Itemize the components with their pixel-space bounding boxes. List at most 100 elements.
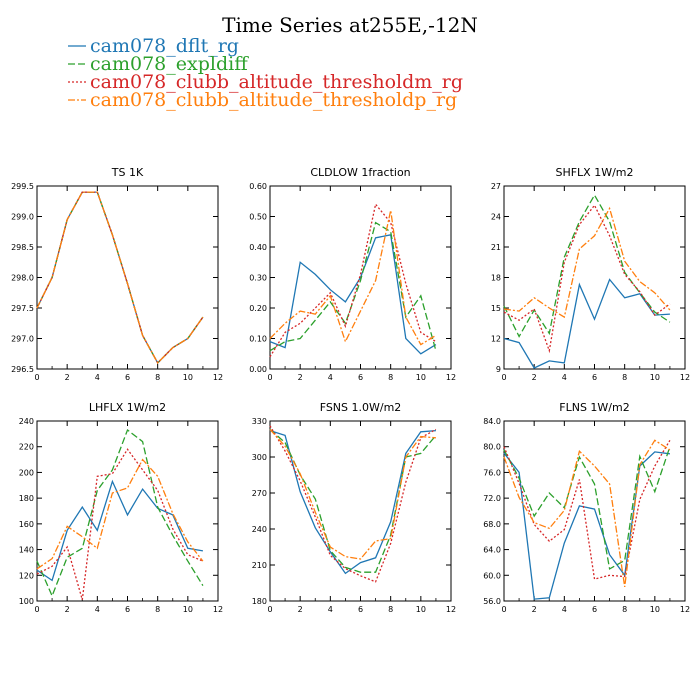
y-tick-label: 0.50 (249, 213, 267, 222)
series-line (269, 428, 437, 573)
series-line (503, 193, 671, 338)
chart-panel: FLNS 1W/m2 0 2 4 6 8 10 12 56.0 60.0 64.0 68.0 72.0 7… (483, 401, 690, 614)
y-tick-label: 298.0 (11, 274, 34, 283)
series-line (36, 191, 204, 364)
panel-title: CLDLOW 1fraction (310, 166, 410, 179)
panel-title: SHFLX 1W/m2 (555, 166, 633, 179)
y-tick-label: 18 (491, 274, 501, 283)
x-tick-label: 0 (501, 373, 506, 382)
series-line (503, 439, 671, 587)
x-tick-label: 0 (267, 605, 272, 614)
y-tick-label: 200 (19, 468, 34, 477)
x-tick-label: 12 (446, 373, 456, 382)
y-tick-label: 180 (19, 494, 34, 503)
y-tick-label: 0.60 (249, 182, 267, 191)
legend-label: cam078_expldiff (90, 53, 249, 75)
x-tick-label: 12 (680, 373, 690, 382)
x-tick-label: 4 (328, 373, 333, 382)
y-tick-label: 0.40 (249, 243, 267, 252)
x-tick-label: 8 (388, 373, 393, 382)
y-tick-label: 0.10 (249, 335, 267, 344)
y-tick-label: 220 (19, 443, 34, 452)
y-tick-label: 0.30 (249, 274, 267, 283)
y-tick-label: 84.0 (483, 417, 501, 426)
y-tick-label: 296.5 (11, 365, 34, 374)
x-tick-label: 10 (183, 373, 193, 382)
legend: cam078_dflt_rgcam078_expldiffcam078_club… (68, 35, 463, 111)
y-tick-label: 68.0 (483, 520, 501, 529)
x-tick-label: 8 (622, 373, 627, 382)
series-line (503, 446, 671, 570)
series-line (269, 234, 437, 355)
y-tick-label: 72.0 (483, 494, 501, 503)
plot-frame (269, 420, 452, 602)
x-tick-label: 6 (592, 373, 597, 382)
series-line (503, 204, 671, 354)
panel-title: FLNS 1W/m2 (559, 401, 629, 414)
y-tick-label: 27 (491, 182, 501, 191)
panel-title: TS 1K (111, 166, 144, 179)
series-line (269, 210, 437, 346)
legend-label: cam078_dflt_rg (90, 35, 239, 57)
legend-label: cam078_clubb_altitude_thresholdm_rg (90, 71, 463, 93)
y-tick-label: 56.0 (483, 597, 501, 606)
series-line (36, 191, 204, 364)
x-tick-label: 6 (592, 605, 597, 614)
x-tick-label: 2 (65, 373, 70, 382)
y-tick-label: 140 (19, 546, 34, 555)
series-line (36, 479, 204, 582)
x-tick-label: 8 (622, 605, 627, 614)
series-line (36, 191, 204, 364)
chart-panels: TS 1K0 2 4 6 8 10 12296.5297.0297.5298.0298.52… (11, 166, 690, 614)
x-tick-label: 4 (562, 373, 567, 382)
plot-frame (503, 185, 686, 370)
y-tick-label: 76.0 (483, 468, 501, 477)
y-tick-label: 160 (19, 520, 34, 529)
series-line (269, 202, 437, 358)
series-line (269, 221, 437, 352)
x-tick-label: 2 (65, 605, 70, 614)
x-tick-label: 0 (34, 605, 39, 614)
x-tick-label: 4 (95, 605, 100, 614)
chart-panel: LHFLX 1W/m2 0 2 4 6 8 10 12 100 120 140 160 180 200 22… (19, 401, 223, 614)
x-tick-label: 6 (125, 373, 130, 382)
x-tick-label: 0 (34, 373, 39, 382)
x-tick-label: 2 (532, 373, 537, 382)
y-tick-label: 210 (252, 561, 267, 570)
panel-title: FSNS 1.0W/m2 (320, 401, 402, 414)
y-tick-label: 0.00 (249, 365, 267, 374)
x-tick-label: 6 (125, 605, 130, 614)
series-line (36, 448, 204, 600)
chart-panel: CLDLOW 1fraction 0 2 4 6 8 10 12 0.00 0.10 0.20 0.3… (249, 166, 456, 382)
panel-title: LHFLX 1W/m2 (89, 401, 166, 414)
x-tick-label: 2 (532, 605, 537, 614)
x-tick-label: 10 (416, 373, 426, 382)
legend-label: cam078_clubb_altitude_thresholdp_rg (90, 89, 457, 111)
y-tick-label: 80.0 (483, 443, 501, 452)
series-line (269, 425, 437, 583)
series-line (36, 428, 204, 598)
x-tick-label: 6 (358, 373, 363, 382)
y-tick-label: 12 (491, 335, 501, 344)
series-line (503, 206, 671, 319)
x-tick-label: 12 (680, 605, 690, 614)
figure-title: Time Series at255E,-12N (222, 13, 478, 37)
y-tick-label: 299.0 (11, 213, 34, 222)
x-tick-label: 10 (650, 605, 660, 614)
y-tick-label: 300 (252, 453, 267, 462)
y-tick-label: 120 (19, 571, 34, 580)
x-tick-label: 8 (155, 605, 160, 614)
y-tick-label: 240 (19, 417, 34, 426)
y-tick-label: 298.5 (11, 243, 34, 252)
series-line (269, 429, 436, 575)
y-tick-label: 180 (252, 597, 267, 606)
x-tick-label: 2 (298, 605, 303, 614)
series-line (36, 458, 204, 570)
x-tick-label: 10 (183, 605, 193, 614)
y-tick-label: 21 (491, 243, 501, 252)
plot-frame (36, 420, 219, 602)
plot-frame (36, 185, 219, 370)
y-tick-label: 9 (496, 365, 501, 374)
